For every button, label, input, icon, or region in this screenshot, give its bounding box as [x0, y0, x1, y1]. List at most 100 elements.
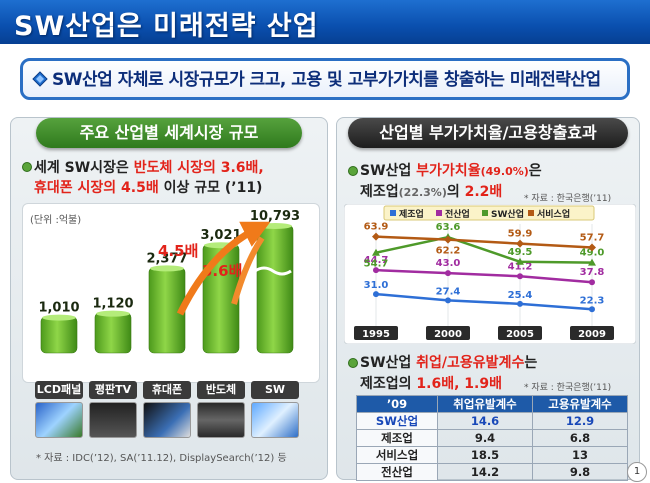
employment-table: ’09 취업유발계수 고용유발계수 SW산업 14.6 12.9 제조업 9.4…: [356, 395, 628, 481]
x-tick-label: 2009: [578, 329, 606, 340]
data-point: [589, 306, 595, 313]
market-desc-highlight: 반도체 시장의 3.6배,: [133, 160, 264, 176]
emp-highlight: 1.6배, 1.9배: [416, 376, 502, 392]
bar-value-label: 1,120: [92, 297, 133, 312]
va-text: 의: [446, 184, 465, 200]
summary-banner-text: SW산업 자체로 시장규모가 크고, 고용 및 고부가가치를 창출하는 미래전략…: [52, 70, 601, 90]
table-cell: 13: [532, 446, 628, 464]
table-cell: 18.5: [437, 446, 533, 464]
legend-box: [383, 205, 595, 221]
va-highlight: 2.2배: [464, 184, 503, 200]
table-header-cell: 취업유발계수: [437, 395, 533, 413]
bar-value-label: 10,793: [250, 209, 300, 224]
table-row: 서비스업 18.5 13: [356, 446, 628, 464]
data-point: [517, 300, 523, 307]
bullet-icon: [348, 166, 358, 176]
data-point: [373, 291, 379, 298]
software-icons-image: [251, 402, 299, 438]
x-tick-box: [570, 326, 614, 340]
x-tick-box: [498, 326, 542, 340]
data-label: 62.2: [436, 246, 461, 257]
ratio-label-phone: 4.5배: [158, 242, 199, 260]
legend-label: SW산업: [491, 208, 524, 220]
semiconductor-chip-image: [197, 402, 245, 438]
market-source-note: * 자료 : IDC(’12), SA(’11.12), DisplaySear…: [36, 453, 287, 464]
market-desc-text: 세계 SW시장은: [34, 160, 134, 176]
table-row: SW산업 14.6 12.9: [356, 412, 628, 430]
category-label: 반도체: [197, 381, 245, 399]
data-point: [517, 273, 523, 280]
table-row: 제조업 9.4 6.8: [356, 429, 628, 447]
emp-highlight: 취업/고용유발계수: [416, 355, 525, 371]
table-header-cell: ’09: [356, 395, 438, 413]
summary-banner: [20, 58, 630, 100]
table-cell: SW산업: [356, 412, 438, 430]
bar-value-label: 1,010: [38, 301, 79, 316]
line-chart: 제조업 전산업 SW산업 서비스업 31.0 27.4 25.4 22.3 44.7 43.0 4…: [344, 204, 636, 344]
emp-text: 제조업의: [360, 376, 417, 392]
data-label: 22.3: [580, 295, 605, 306]
data-label: 54.7: [364, 259, 389, 270]
data-label: 49.0: [580, 248, 605, 259]
x-tick-label: 2005: [506, 329, 534, 340]
table-cell: 전산업: [356, 463, 438, 481]
data-label: 43.0: [436, 258, 461, 269]
arrow-phone-to-sw: [176, 221, 270, 316]
data-label: 49.5: [508, 247, 533, 258]
data-point: [372, 248, 380, 256]
data-point: [373, 267, 379, 274]
right-panel-title: 산업별 부가가치율/고용창출효과: [348, 118, 628, 148]
x-tick-label: 2000: [434, 329, 462, 340]
table-cell: 9.4: [437, 429, 533, 447]
data-label: 63.6: [436, 222, 461, 233]
axis-break-mark: [254, 266, 292, 276]
va-text: SW산업: [360, 163, 417, 179]
va-text: 제조업: [360, 184, 399, 200]
page-number: 1: [627, 462, 647, 482]
table-cell: 14.2: [437, 463, 533, 481]
table-cell: 14.6: [437, 412, 533, 430]
series-line-전산업: [375, 268, 593, 284]
table-cell: 6.8: [532, 429, 628, 447]
header-bar: [0, 0, 650, 44]
emp-text: SW산업: [360, 355, 417, 371]
table-header-cell: 고용유발계수: [532, 395, 628, 413]
data-label: 59.9: [508, 229, 533, 240]
market-desc-line2: 휴대폰 시장의 4.5배 이상 규모 (’11): [34, 177, 262, 197]
x-tick-label: 1995: [362, 329, 390, 340]
mobile-phone-image: [143, 402, 191, 438]
flat-tv-image: [89, 402, 137, 438]
va-highlight: 부가가치율: [416, 163, 481, 179]
data-point: [445, 297, 451, 304]
unit-label: (단위 :억불): [30, 215, 82, 226]
bullet-icon: [22, 162, 32, 172]
data-label: 44.7: [364, 255, 389, 266]
table-row: 전산업 14.2 9.8: [356, 463, 628, 481]
data-label: 37.8: [580, 267, 605, 278]
va-text: 은: [528, 163, 542, 179]
legend-marker: [390, 210, 396, 216]
market-desc-highlight: 휴대폰 시장의 4.5배: [34, 180, 159, 196]
bar-value-label: 2,377: [146, 251, 187, 266]
diamond-bullet-icon: [32, 71, 48, 87]
bar-top-highlight: [96, 310, 130, 317]
category-label: LCD패널: [35, 381, 83, 399]
data-point: [516, 257, 524, 265]
table-cell: 제조업: [356, 429, 438, 447]
table-header-row: ’09 취업유발계수 고용유발계수: [356, 395, 628, 413]
employment-line2: 제조업의 1.6배, 1.9배: [360, 373, 502, 393]
category-label: 휴대폰: [143, 381, 191, 399]
legend-marker: [436, 210, 442, 216]
legend-label: 서비스업: [537, 208, 570, 220]
table-cell: 12.9: [532, 412, 628, 430]
growth-arrows: [176, 221, 270, 316]
table-cell: 서비스업: [356, 446, 438, 464]
market-desc-text: 이상 규모 (’11): [158, 180, 263, 196]
bar-chart: 1,010 1,120 2,377 3,021 10,793: [38, 209, 300, 354]
market-desc-line1: 세계 SW시장은 반도체 시장의 3.6배,: [34, 157, 264, 177]
data-label: 25.4: [508, 290, 533, 301]
va-percent: (22.3%): [398, 186, 447, 199]
data-label: 41.2: [508, 261, 533, 272]
va-percent: (49.0%): [480, 165, 529, 178]
data-point: [589, 279, 595, 286]
